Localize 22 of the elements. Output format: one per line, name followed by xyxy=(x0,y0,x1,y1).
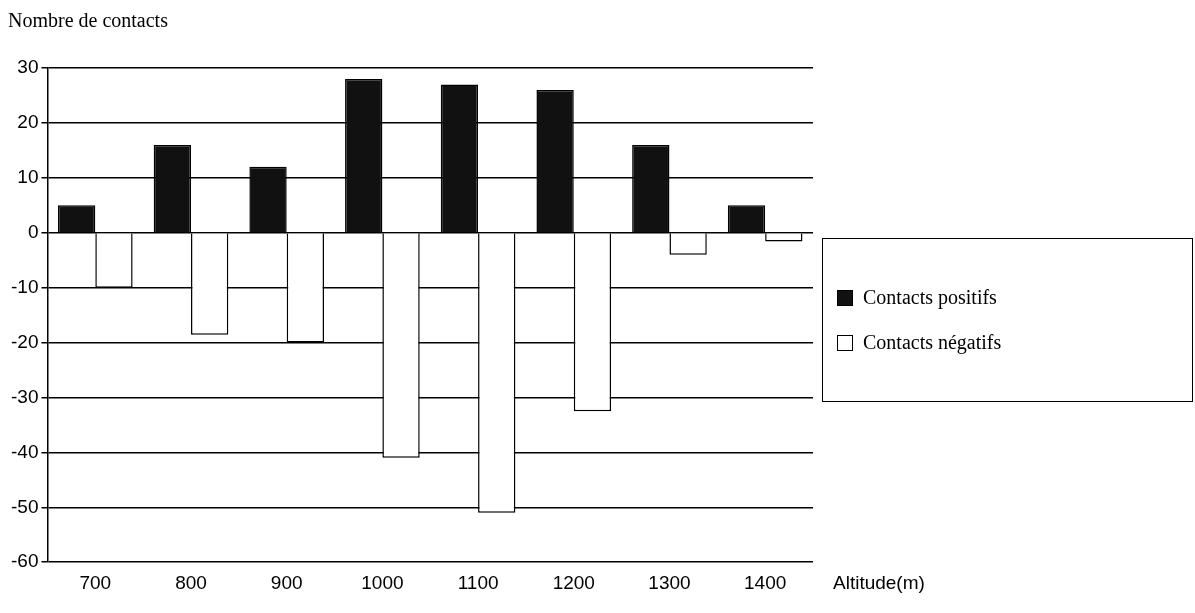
y-tick-label: 20 xyxy=(17,111,39,133)
x-tick-label: 1400 xyxy=(744,571,787,593)
x-tick-label: 1100 xyxy=(457,571,499,593)
y-tick-label: 30 xyxy=(17,56,39,78)
x-tick-label: 900 xyxy=(270,571,303,593)
x-tick-label: 700 xyxy=(79,571,112,593)
x-axis-title: Altitude(m) xyxy=(833,572,925,594)
x-tick-label: 1200 xyxy=(552,571,595,593)
y-tick-label: -60 xyxy=(10,550,39,572)
y-axis-title: Nombre de contacts xyxy=(8,9,169,32)
y-tick-label: -10 xyxy=(10,275,39,297)
x-tick-label: 800 xyxy=(175,571,207,593)
y-tick-label: -50 xyxy=(10,495,39,517)
y-tick-label: -20 xyxy=(10,330,39,352)
y-tick-label: 0 xyxy=(27,220,39,242)
x-tick-label: 1300 xyxy=(648,571,691,593)
x-tick-label: 1000 xyxy=(361,571,404,593)
y-tick-label: -40 xyxy=(10,440,39,462)
text: Contacts négatifs xyxy=(863,331,1002,354)
legend-label: Contacts positifs xyxy=(863,286,997,309)
y-tick-label: -30 xyxy=(10,385,39,407)
y-tick-label: 10 xyxy=(17,166,39,188)
